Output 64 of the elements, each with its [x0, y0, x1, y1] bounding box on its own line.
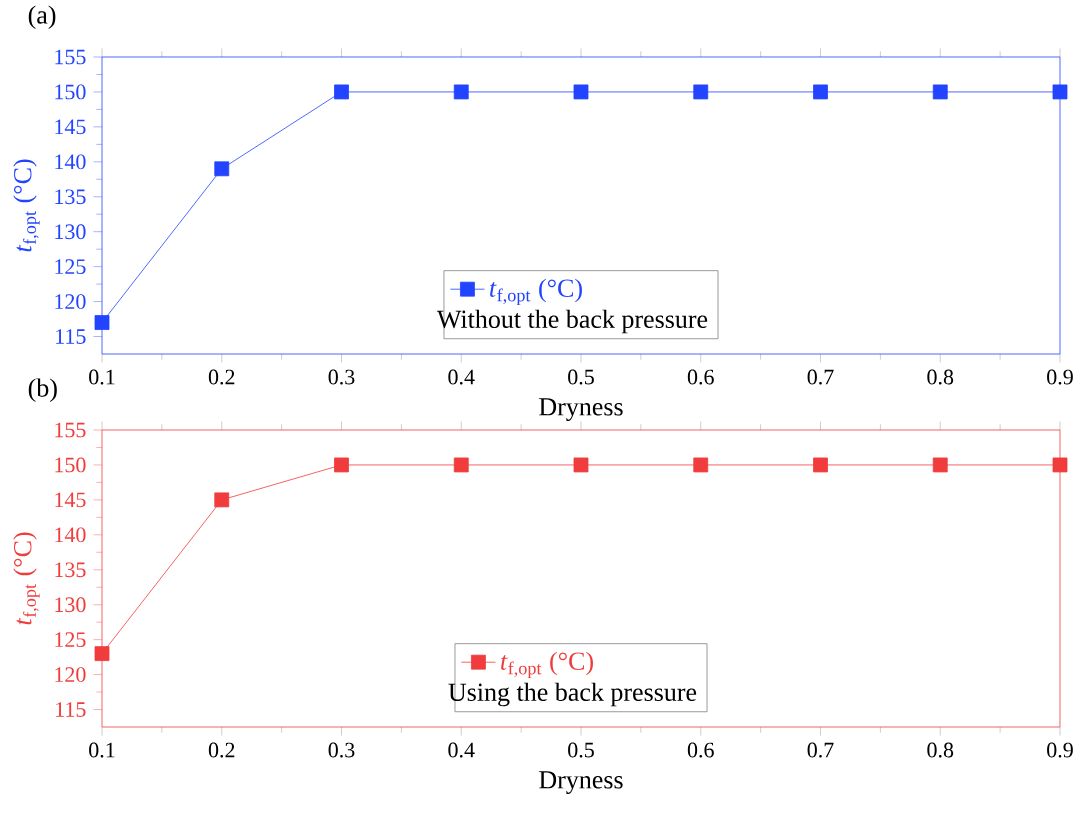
- x-tick-label: 0.1: [89, 742, 115, 758]
- x-tick-label: 0.1: [89, 369, 115, 385]
- point: [334, 457, 349, 473]
- y-tick-label: 120: [55, 667, 86, 683]
- y-tick-label: 115: [56, 329, 86, 344]
- point: [94, 646, 110, 662]
- x-tick-label: 0.5: [568, 742, 594, 758]
- annotation: Using the back pressure: [448, 682, 697, 707]
- x-axis-title: Dryness: [539, 398, 623, 421]
- x-tick-label: 0.8: [927, 369, 954, 385]
- point: [94, 315, 110, 330]
- annotation: Without the back pressure: [436, 309, 708, 334]
- legend-label: t$_{f,opt}$ (°C): [490, 278, 582, 306]
- y-tick-label: 150: [55, 84, 86, 100]
- y-tick-label: 155: [55, 422, 86, 438]
- chart-title: (a): [28, 5, 56, 29]
- y-tick-label: 150: [55, 457, 86, 473]
- point: [1052, 457, 1068, 473]
- y-tick-label: 155: [55, 49, 86, 65]
- x-tick-label: 0.2: [208, 742, 235, 758]
- point: [813, 457, 828, 473]
- point: [932, 84, 948, 100]
- x-tick-label: 0.4: [448, 742, 475, 758]
- point: [214, 161, 230, 177]
- y-tick-label: 140: [55, 527, 86, 543]
- point: [1052, 84, 1068, 100]
- y-tick-label: 120: [55, 294, 86, 310]
- point: [573, 457, 589, 473]
- y-tick-label: 145: [55, 119, 86, 135]
- point: [453, 84, 469, 100]
- x-tick-label: 0.4: [448, 369, 475, 385]
- y-axis-title: t$_{f,opt}$ (°C): [13, 532, 40, 625]
- x-axis-title: Dryness: [539, 771, 623, 794]
- y-tick-label: 140: [55, 154, 86, 170]
- y-tick-label: 135: [55, 562, 86, 578]
- x-tick-label: 0.2: [208, 369, 235, 385]
- x-tick-label: 0.6: [687, 742, 714, 758]
- point: [813, 84, 828, 100]
- y-tick-label: 135: [55, 189, 86, 205]
- y-tick-label: 130: [55, 224, 86, 240]
- x-tick-label: 0.7: [807, 369, 834, 385]
- point: [453, 457, 469, 473]
- x-tick-label: 0.7: [807, 742, 834, 758]
- y-tick-label: 115: [56, 702, 86, 717]
- x-tick-label: 0.9: [1047, 369, 1073, 385]
- y-tick-label: 125: [55, 632, 86, 648]
- y-tick-label: 125: [55, 259, 86, 275]
- x-tick-label: 0.5: [568, 369, 594, 385]
- x-tick-label: 0.3: [328, 742, 355, 758]
- point: [693, 457, 709, 473]
- point: [573, 84, 589, 100]
- y-tick-label: 130: [55, 597, 86, 613]
- legend-label: t$_{f,opt}$ (°C): [501, 651, 593, 679]
- point: [932, 457, 948, 473]
- y-tick-label: 145: [55, 492, 86, 508]
- x-tick-label: 0.3: [328, 369, 355, 385]
- y-axis-title: t$_{f,opt}$ (°C): [13, 159, 40, 252]
- point: [334, 84, 349, 100]
- point: [693, 84, 709, 100]
- x-tick-label: 0.8: [927, 742, 954, 758]
- x-tick-label: 0.9: [1047, 742, 1073, 758]
- point: [214, 492, 230, 508]
- chart-title: (b): [28, 378, 57, 403]
- x-tick-label: 0.6: [687, 369, 714, 385]
